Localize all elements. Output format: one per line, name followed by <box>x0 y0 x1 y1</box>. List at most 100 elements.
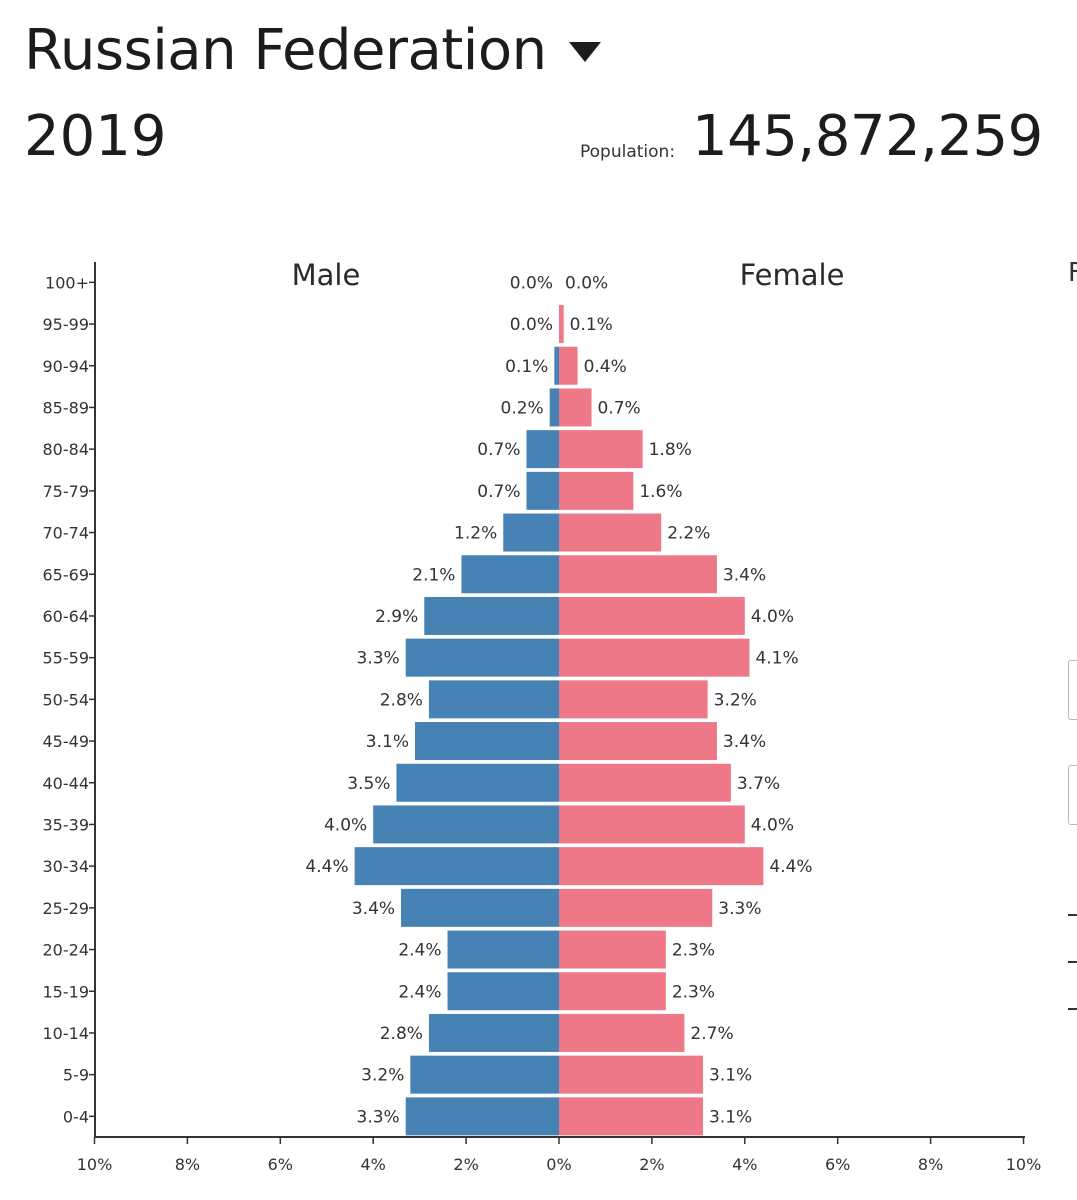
male-value-label: 3.2% <box>361 1066 404 1086</box>
male-bar[interactable] <box>410 1055 559 1094</box>
female-bar[interactable] <box>559 1097 703 1136</box>
female-bar[interactable] <box>559 471 634 510</box>
country-selector[interactable]: Russian Federation <box>24 18 601 83</box>
male-bar[interactable] <box>549 388 559 427</box>
male-value-label: 0.0% <box>510 315 553 335</box>
female-bar[interactable] <box>559 596 745 635</box>
female-value-label: 4.4% <box>769 857 812 877</box>
x-tick-label: 4% <box>361 1155 386 1174</box>
male-bar[interactable] <box>554 346 559 385</box>
female-bar[interactable] <box>559 722 717 761</box>
male-bar[interactable] <box>405 638 559 677</box>
female-value-label: 4.1% <box>755 649 798 669</box>
age-group-label: 80-84 <box>43 440 90 459</box>
female-bar[interactable] <box>559 763 731 802</box>
country-name: Russian Federation <box>24 18 547 83</box>
year-display[interactable]: 2019 <box>24 104 167 169</box>
female-bar[interactable] <box>559 1055 703 1094</box>
male-bar[interactable] <box>373 805 559 844</box>
male-bar[interactable] <box>447 972 559 1011</box>
age-group-label: 5-9 <box>63 1066 89 1085</box>
female-bar[interactable] <box>559 305 564 344</box>
female-bar[interactable] <box>559 513 662 552</box>
male-bar[interactable] <box>415 722 559 761</box>
x-tick-label: 6% <box>268 1155 293 1174</box>
female-bar[interactable] <box>559 972 666 1011</box>
age-group-label: 45-49 <box>43 732 90 751</box>
population-label: Population: <box>580 142 676 162</box>
male-value-label: 0.7% <box>477 440 520 460</box>
female-bar[interactable] <box>559 388 592 427</box>
female-value-label: 4.0% <box>751 607 794 627</box>
age-group-label: 65-69 <box>43 565 90 584</box>
male-value-label: 3.1% <box>366 732 409 752</box>
female-value-label: 1.6% <box>639 482 682 502</box>
x-tick-label: 8% <box>918 1155 943 1174</box>
x-tick-label: 4% <box>732 1155 757 1174</box>
x-tick-label: 2% <box>639 1155 664 1174</box>
male-value-label: 3.4% <box>352 899 395 919</box>
male-bar[interactable] <box>424 596 559 635</box>
population-value: 145,872,259 <box>692 104 1043 169</box>
x-tick-label: 2% <box>453 1155 478 1174</box>
side-panel-link[interactable] <box>1068 935 1077 963</box>
male-value-label: 3.3% <box>357 649 400 669</box>
age-group-label: 100+ <box>45 273 89 292</box>
female-bar[interactable] <box>559 930 666 969</box>
side-panel-link[interactable] <box>1068 982 1077 1010</box>
female-value-label: 2.2% <box>667 524 710 544</box>
male-bar[interactable] <box>401 888 559 927</box>
side-panel-link[interactable] <box>1068 888 1077 916</box>
side-panel-clipped: F <box>1060 0 1077 1200</box>
female-value-label: 3.3% <box>718 899 761 919</box>
x-tick-label: 0% <box>546 1155 571 1174</box>
female-value-label: 2.3% <box>672 941 715 961</box>
age-group-label: 40-44 <box>43 774 90 793</box>
female-value-label: 0.1% <box>570 315 613 335</box>
male-value-label: 2.4% <box>398 982 441 1002</box>
male-bar[interactable] <box>461 555 559 594</box>
female-bar[interactable] <box>559 805 745 844</box>
age-group-label: 35-39 <box>43 815 90 834</box>
male-bar[interactable] <box>428 680 559 719</box>
male-bar[interactable] <box>503 513 559 552</box>
age-group-label: 85-89 <box>43 398 90 417</box>
header: Russian Federation 2019 Population: 145,… <box>0 0 1077 200</box>
female-bar[interactable] <box>559 847 764 886</box>
male-value-label: 2.4% <box>398 941 441 961</box>
female-label: Female <box>740 258 845 292</box>
female-value-label: 3.1% <box>709 1107 752 1127</box>
female-bar[interactable] <box>559 346 578 385</box>
male-bar[interactable] <box>396 763 559 802</box>
female-bar[interactable] <box>559 1013 685 1052</box>
male-value-label: 0.2% <box>501 398 544 418</box>
female-bar[interactable] <box>559 555 717 594</box>
female-bar[interactable] <box>559 638 750 677</box>
age-group-label: 30-34 <box>43 857 90 876</box>
side-panel-box[interactable] <box>1068 660 1077 720</box>
female-value-label: 0.7% <box>598 398 641 418</box>
age-group-label: 0-4 <box>63 1107 89 1126</box>
female-bar[interactable] <box>559 680 708 719</box>
male-bar[interactable] <box>447 930 559 969</box>
male-bar[interactable] <box>354 847 559 886</box>
male-bar[interactable] <box>428 1013 559 1052</box>
female-value-label: 2.3% <box>672 982 715 1002</box>
female-bar[interactable] <box>559 430 643 469</box>
male-bar[interactable] <box>526 430 559 469</box>
male-value-label: 0.1% <box>505 357 548 377</box>
male-bar[interactable] <box>526 471 559 510</box>
age-group-label: 50-54 <box>43 690 90 709</box>
male-bar[interactable] <box>405 1097 559 1136</box>
female-value-label: 3.4% <box>723 565 766 585</box>
age-group-label: 95-99 <box>43 315 90 334</box>
x-tick-label: 10% <box>1006 1155 1042 1174</box>
female-bar[interactable] <box>559 888 713 927</box>
x-tick-label: 10% <box>77 1155 113 1174</box>
male-value-label: 2.8% <box>380 1024 423 1044</box>
female-value-label: 3.4% <box>723 732 766 752</box>
caret-down-icon[interactable] <box>568 41 601 62</box>
side-panel-box[interactable] <box>1068 765 1077 825</box>
age-group-label: 55-59 <box>43 649 90 668</box>
